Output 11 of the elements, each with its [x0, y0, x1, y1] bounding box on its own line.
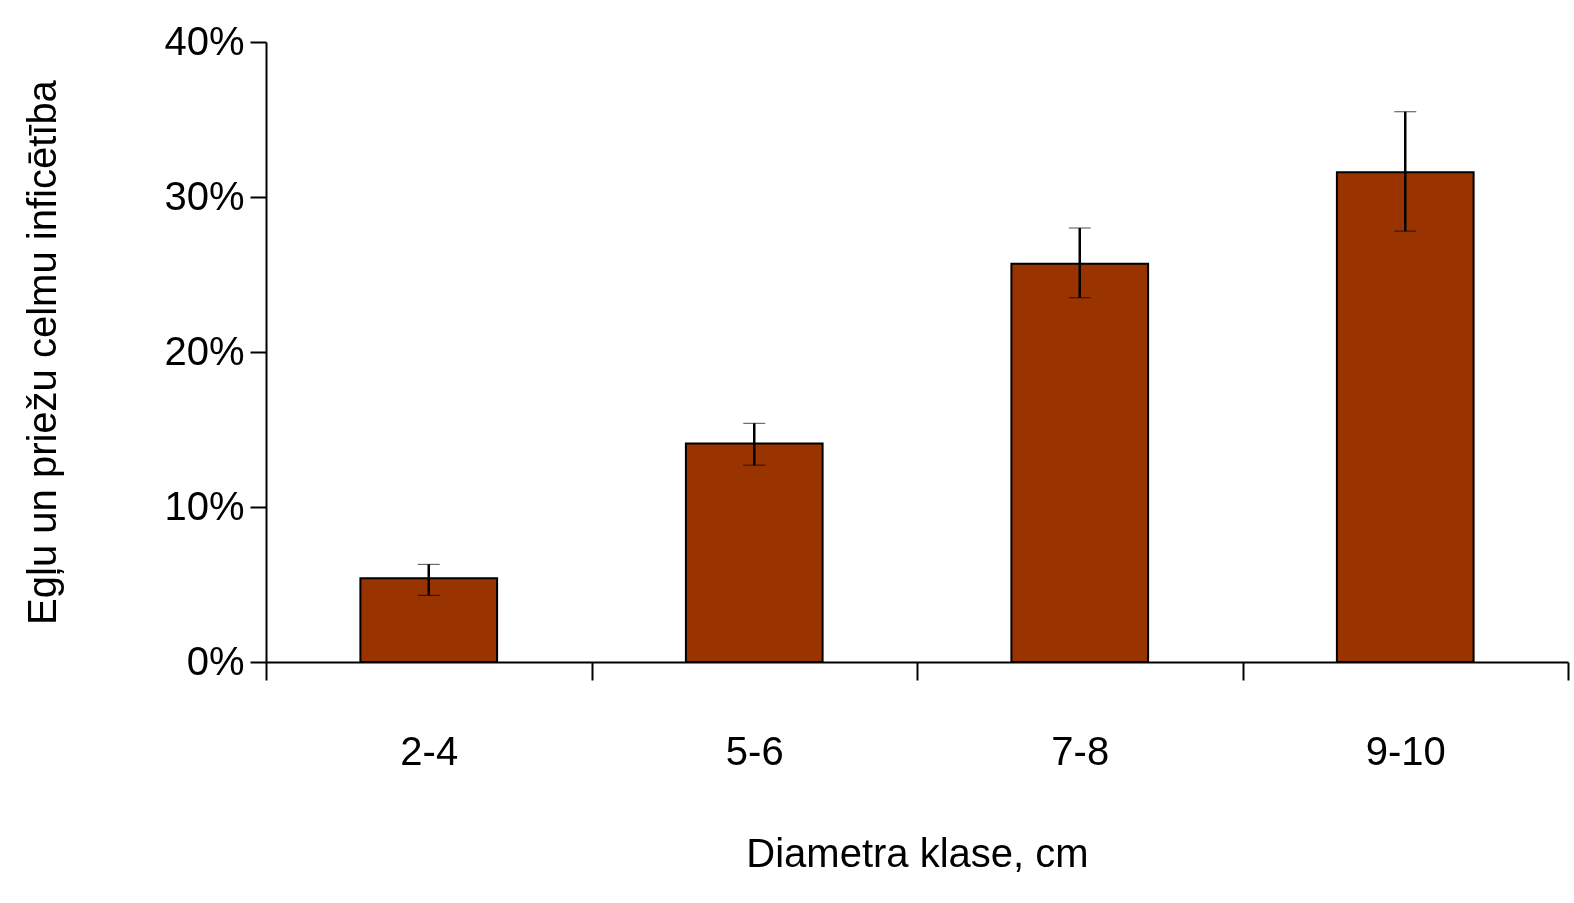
- x-tick-label: 7-8: [1051, 728, 1110, 773]
- y-tick-label: 0%: [186, 638, 245, 683]
- x-tick-label: 2-4: [400, 728, 459, 773]
- y-tick-label: 40%: [164, 18, 245, 63]
- y-axis-title: Egļu un priežu celmu inficētība: [20, 79, 65, 625]
- y-tick-label: 20%: [164, 328, 245, 373]
- y-tick-label: 30%: [164, 173, 245, 218]
- x-tick-label: 9-10: [1365, 728, 1446, 773]
- y-tick-label: 10%: [164, 483, 245, 528]
- x-tick-label: 5-6: [725, 728, 784, 773]
- x-axis-title: Diametra klase, cm: [746, 830, 1089, 875]
